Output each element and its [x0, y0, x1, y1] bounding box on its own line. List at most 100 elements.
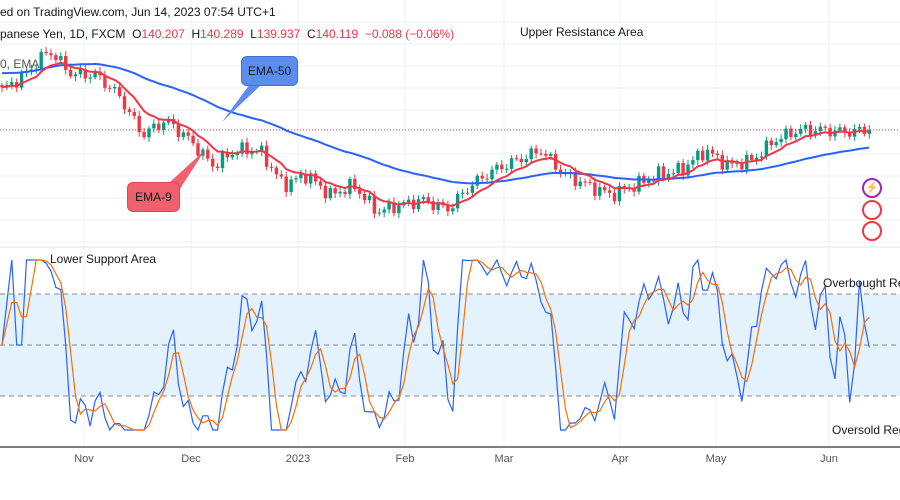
candle-up: [78, 69, 83, 75]
candle-up: [803, 124, 808, 129]
candle-down: [49, 53, 53, 56]
candle-up: [250, 151, 254, 155]
candle-up: [764, 140, 769, 157]
candle-up: [676, 162, 680, 174]
candle-down: [544, 153, 548, 156]
ema50-line: [1, 62, 870, 185]
candle-down: [372, 195, 377, 214]
candle-down: [558, 169, 563, 173]
candle-up: [294, 178, 298, 180]
candle-up: [34, 68, 38, 70]
candle-up: [666, 173, 671, 179]
candle-down: [117, 86, 122, 97]
indicator-legend[interactable]: 0, EMA: [0, 57, 40, 71]
ema50-callout[interactable]: EMA-50: [241, 56, 298, 86]
candle-down: [612, 192, 617, 202]
open-value: 140.207: [141, 27, 185, 41]
candle-up: [338, 191, 342, 194]
candle-up: [39, 51, 43, 69]
candle-up: [387, 202, 391, 210]
stoch-k-line: [1, 258, 870, 432]
candle-up: [309, 173, 313, 184]
candle-down: [191, 135, 195, 144]
candle-up: [813, 131, 818, 136]
candle-up: [260, 145, 264, 152]
candle-up: [524, 159, 528, 163]
candle-up: [794, 133, 798, 138]
candle-down: [196, 143, 200, 156]
event-marker-icon[interactable]: [862, 221, 882, 241]
candle-up: [152, 123, 156, 129]
candle-down: [843, 127, 847, 133]
x-tick: 2023: [285, 453, 311, 465]
candle-up: [774, 142, 778, 146]
candle-down: [103, 75, 107, 88]
candle-down: [157, 123, 161, 131]
ema9-line: [1, 61, 870, 207]
candle-up: [759, 156, 764, 158]
candle-up: [857, 126, 862, 129]
published-info: ed on TradingView.com, Jun 14, 2023 07:5…: [0, 5, 276, 19]
candle-up: [367, 195, 372, 201]
candle-down: [789, 128, 793, 138]
candle-up: [529, 148, 533, 160]
us-flag-event-icon[interactable]: [862, 200, 882, 220]
candle-down: [519, 158, 524, 163]
candle-up: [382, 209, 386, 213]
candle-up: [456, 193, 460, 209]
x-tick: Mar: [494, 453, 514, 465]
candle-down: [681, 162, 685, 176]
candle-up: [299, 174, 303, 179]
lower-support-label: Lower Support Area: [50, 252, 157, 266]
candle-down: [68, 69, 73, 77]
lightning-event-icon[interactable]: ⚡: [862, 178, 882, 198]
candle-down: [44, 51, 48, 54]
candle-down: [132, 111, 136, 116]
candle-down: [632, 188, 636, 192]
candle-down: [823, 126, 827, 128]
candle-down: [83, 69, 87, 79]
candle-down: [769, 140, 773, 146]
ema9-callout[interactable]: EMA-9: [127, 182, 180, 212]
candle-down: [862, 126, 867, 134]
candle-down: [186, 132, 190, 136]
candle-up: [328, 188, 332, 199]
candle-up: [289, 179, 293, 193]
candle-up: [754, 157, 759, 161]
candle-up: [397, 205, 401, 214]
low-value: 139.937: [256, 27, 301, 41]
candle-up: [735, 163, 739, 165]
candle-down: [426, 197, 430, 202]
candle-down: [500, 164, 504, 170]
candle-down: [15, 82, 19, 88]
candle-down: [137, 115, 141, 132]
candle-up: [509, 158, 514, 169]
candle-down: [715, 153, 720, 156]
candle-up: [470, 185, 475, 193]
candle-up: [505, 168, 509, 170]
candle-up: [617, 186, 622, 202]
candle-up: [490, 169, 494, 180]
candle-down: [514, 158, 519, 160]
candle-up: [421, 197, 426, 200]
candle-up: [475, 175, 479, 186]
candle-down: [264, 145, 269, 167]
x-tick: Apr: [611, 453, 629, 465]
candle-down: [225, 152, 230, 158]
candle-down: [431, 201, 435, 211]
candle-up: [725, 160, 729, 170]
candle-up: [598, 187, 602, 196]
ema9-pointer: [170, 150, 205, 192]
candle-down: [485, 178, 489, 180]
x-tick: Jun: [820, 453, 838, 465]
candle-up: [460, 192, 465, 194]
candle-down: [245, 142, 249, 155]
candle-up: [407, 199, 411, 203]
candle-up: [93, 71, 97, 78]
symbol-legend: panese Yen, 1D, FXCM O140.207 H140.289 L…: [0, 27, 454, 41]
candle-down: [211, 158, 215, 167]
candle-down: [0, 85, 4, 88]
change-value: −0.088 (−0.06%): [364, 27, 455, 41]
candle-down: [353, 178, 357, 190]
